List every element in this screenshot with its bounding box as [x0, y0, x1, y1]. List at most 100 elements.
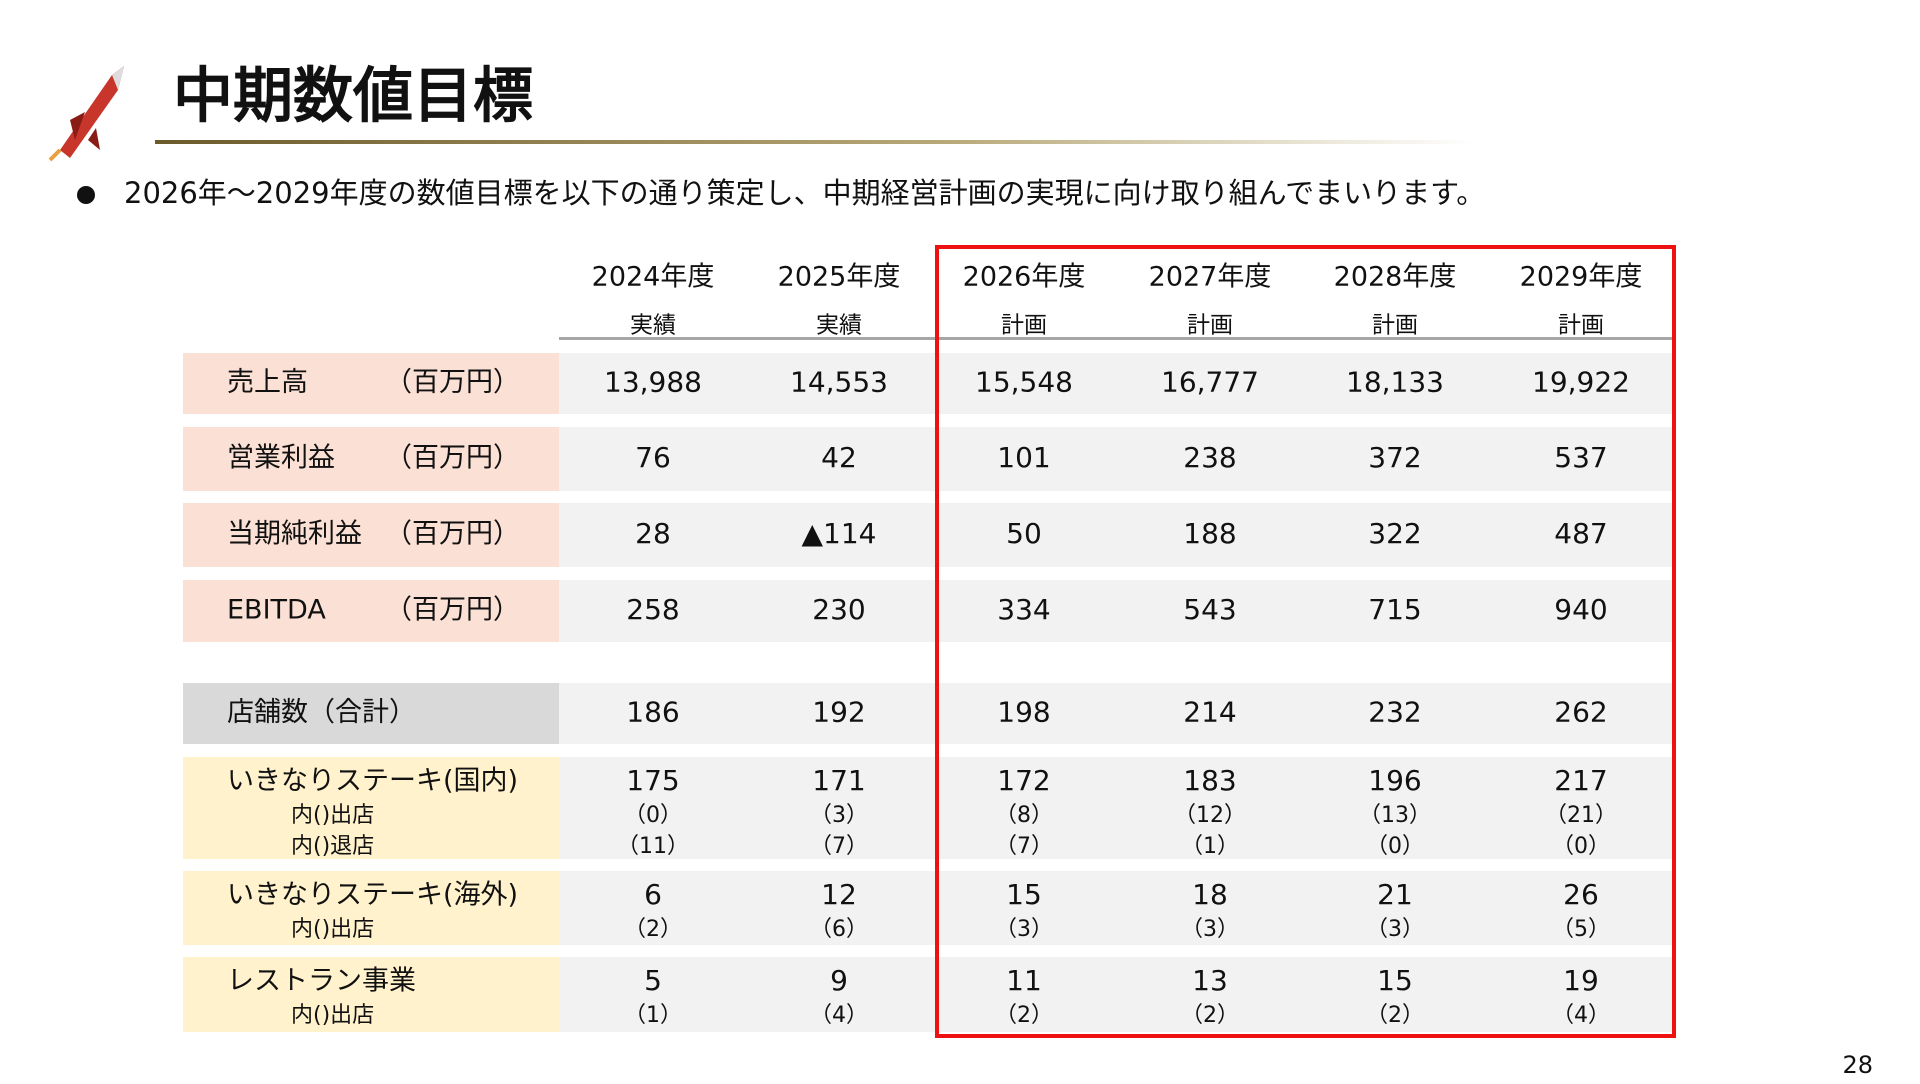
sub-value: （6）	[810, 917, 868, 942]
column-year: 2024年度	[592, 262, 715, 293]
row-label-bg	[183, 503, 559, 567]
title-underline	[155, 140, 1475, 144]
column-year: 2025年度	[778, 262, 901, 293]
row-label-bg	[183, 871, 559, 945]
cell-value: 196	[1368, 764, 1421, 797]
column-kind: 計画	[1372, 313, 1418, 339]
sub-value: （12）	[1174, 803, 1246, 828]
sub-value: （4）	[810, 1003, 868, 1028]
row-label-bg	[183, 427, 559, 491]
cell-value: 9	[830, 964, 848, 997]
row-label-bg	[183, 580, 559, 642]
cell-value: 198	[997, 696, 1050, 729]
row-label-bg	[183, 353, 559, 414]
column-kind: 計画	[1187, 313, 1233, 339]
row-label-bg	[183, 757, 559, 859]
cell-value: 76	[635, 441, 671, 474]
row-data-bg	[559, 580, 1673, 642]
row-data-bg	[559, 957, 1673, 1032]
header-rule	[559, 337, 1673, 340]
cell-value: 12	[821, 878, 857, 911]
sub-value: （3）	[1181, 917, 1239, 942]
sub-value: （11）	[617, 834, 689, 859]
cell-value: 372	[1368, 441, 1421, 474]
row-data-bg	[559, 427, 1673, 491]
sub-value: （4）	[1552, 1003, 1610, 1028]
cell-value: 14,553	[790, 366, 888, 399]
row-label-bg	[183, 957, 559, 1032]
cell-value: 183	[1183, 764, 1236, 797]
cell-value: 217	[1554, 764, 1607, 797]
cell-value: 537	[1554, 441, 1607, 474]
sub-value: （2）	[1181, 1003, 1239, 1028]
sub-value: （0）	[624, 803, 682, 828]
sub-value: （8）	[995, 803, 1053, 828]
sub-value: （2）	[995, 1003, 1053, 1028]
cell-value: 238	[1183, 441, 1236, 474]
sub-value: （1）	[624, 1003, 682, 1028]
bullet-dot	[77, 186, 95, 204]
sub-value: （0）	[1366, 834, 1424, 859]
cell-value: 50	[1006, 517, 1042, 550]
plan-highlight-box	[935, 245, 1676, 1038]
cell-value: 13	[1192, 964, 1228, 997]
row-data-bg	[559, 503, 1673, 567]
cell-value: 13,988	[604, 366, 702, 399]
sub-value: （21）	[1545, 803, 1617, 828]
cell-value: 188	[1183, 517, 1236, 550]
row-unit: （百万円）	[385, 367, 520, 398]
cell-value: 18	[1192, 878, 1228, 911]
sub-value: （3）	[1366, 917, 1424, 942]
cell-value: 232	[1368, 696, 1421, 729]
row-label: 店舗数（合計）	[227, 697, 416, 728]
row-label: いきなりステーキ(海外)	[227, 880, 518, 911]
row-data-bg	[559, 353, 1673, 414]
cell-value: 15	[1006, 878, 1042, 911]
cell-value: 171	[812, 764, 865, 797]
cell-value: 172	[997, 764, 1050, 797]
cell-value: 940	[1554, 593, 1607, 626]
cell-value: 186	[626, 696, 679, 729]
row-data-bg	[559, 871, 1673, 945]
column-year: 2026年度	[963, 262, 1086, 293]
column-kind: 実績	[630, 313, 676, 339]
bullet-text: 2026年～2029年度の数値目標を以下の通り策定し、中期経営計画の実現に向け取…	[124, 176, 1485, 210]
cell-value: 192	[812, 696, 865, 729]
cell-value: 21	[1377, 878, 1413, 911]
cell-value: 26	[1563, 878, 1599, 911]
cell-value: 15,548	[975, 366, 1073, 399]
column-year: 2028年度	[1334, 262, 1457, 293]
cell-value: 42	[821, 441, 857, 474]
row-unit: （百万円）	[385, 443, 520, 474]
cell-value: 543	[1183, 593, 1236, 626]
cell-value: 18,133	[1346, 366, 1444, 399]
cell-value: 334	[997, 593, 1050, 626]
sub-value: （0）	[1552, 834, 1610, 859]
sub-value: （5）	[1552, 917, 1610, 942]
row-label: いきなりステーキ(国内)	[227, 766, 518, 797]
column-kind: 実績	[816, 313, 862, 339]
sub-value: （13）	[1359, 803, 1431, 828]
row-data-bg	[559, 683, 1673, 744]
row-data-bg	[559, 757, 1673, 859]
sub-label: 内()出店	[291, 917, 374, 942]
cell-value: 6	[644, 878, 662, 911]
column-kind: 計画	[1001, 313, 1047, 339]
sub-value: （2）	[624, 917, 682, 942]
cell-value: 262	[1554, 696, 1607, 729]
cell-value: 487	[1554, 517, 1607, 550]
title: 中期数値目標	[173, 62, 533, 132]
row-label: レストラン事業	[227, 966, 416, 997]
sub-value: （2）	[1366, 1003, 1424, 1028]
cell-value: 19,922	[1532, 366, 1630, 399]
page-number: 28	[1842, 1051, 1873, 1079]
cell-value: 715	[1368, 593, 1421, 626]
sub-value: （7）	[995, 834, 1053, 859]
cell-value: 15	[1377, 964, 1413, 997]
cell-value: 175	[626, 764, 679, 797]
rocket-icon	[48, 66, 124, 162]
cell-value: 258	[626, 593, 679, 626]
